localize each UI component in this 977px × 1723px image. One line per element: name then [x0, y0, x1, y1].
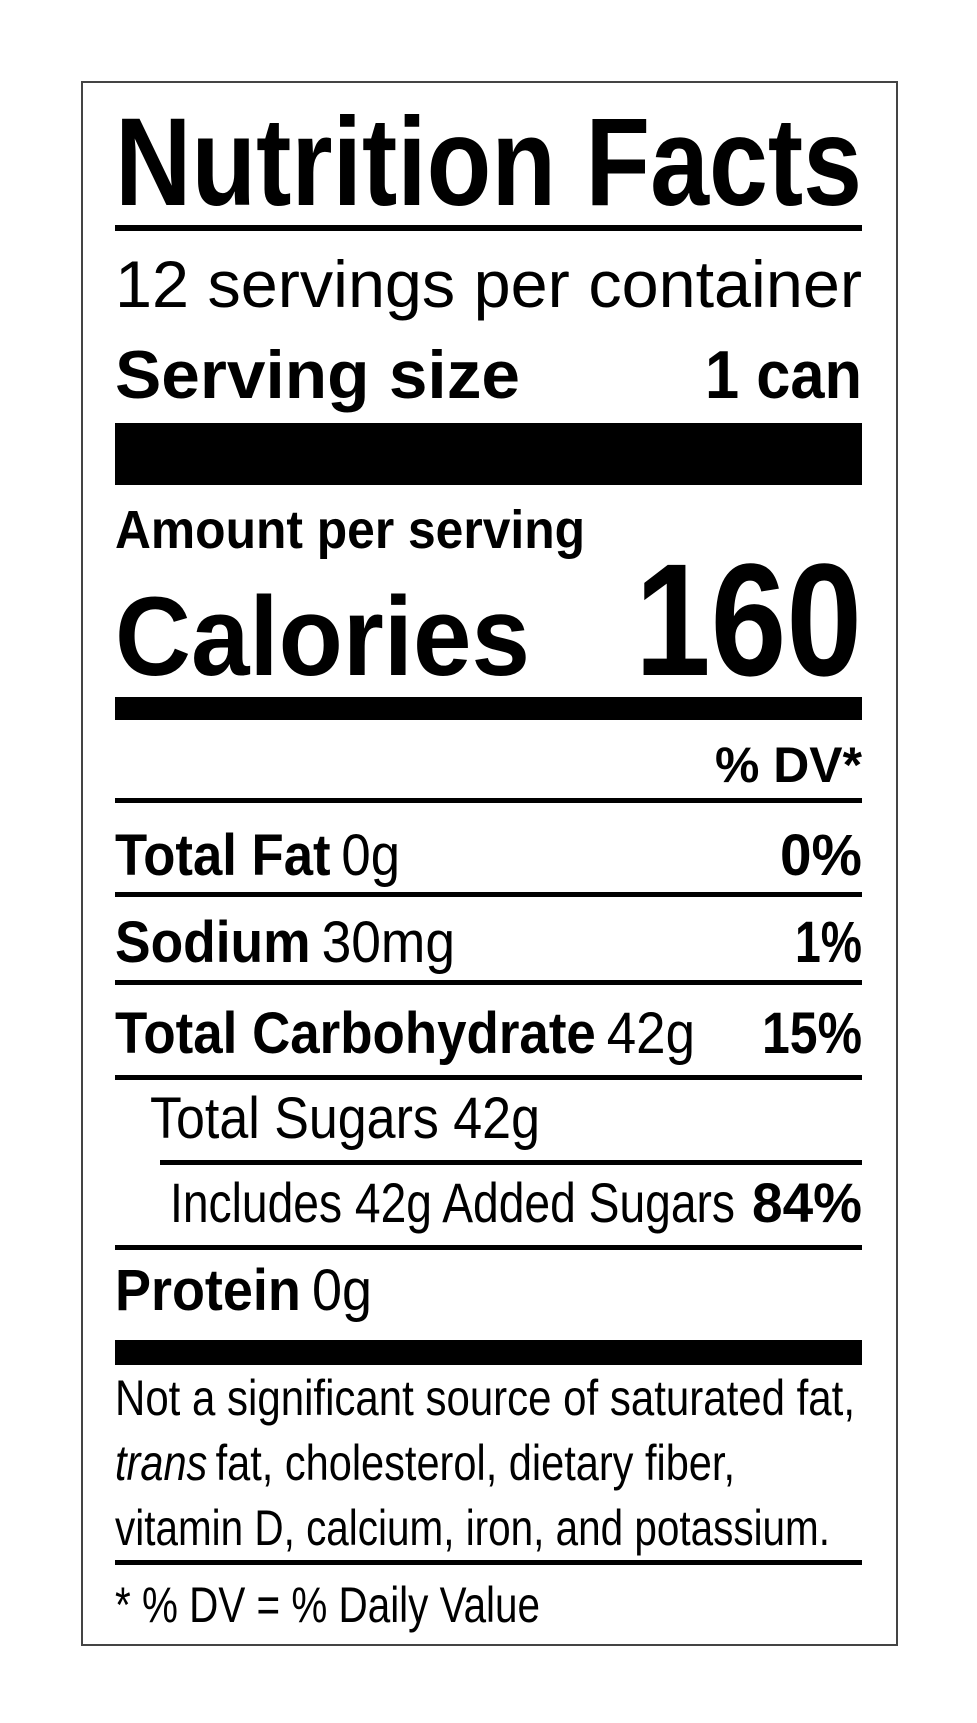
rule: [115, 892, 862, 897]
footnote-italic: trans: [115, 1435, 207, 1491]
nutrient-amount: 30mg: [322, 910, 455, 975]
footnote-line: vitamin D, calcium, iron, and potassium.: [115, 1500, 830, 1556]
thick-rule: [115, 697, 862, 720]
nutrient-dv: 1%: [795, 910, 862, 975]
footnote-line: Not a significant source of saturated fa…: [115, 1370, 855, 1426]
footnote-text: fat, cholesterol, dietary fiber,: [216, 1435, 735, 1491]
rule: [115, 980, 862, 985]
servings: 12 servings per container: [115, 247, 862, 321]
nutrient-name: Sodium: [115, 910, 311, 975]
thick-rule: [115, 1340, 862, 1365]
nutrient-row: Sodium30mg: [115, 910, 455, 975]
sub-nutrient: Includes 42g Added Sugars: [170, 1171, 735, 1234]
sub-nutrient: Total Sugars 42g: [150, 1086, 540, 1151]
nutrient-amount: 42g: [607, 1001, 695, 1066]
nutrient-dv: 15%: [762, 1001, 862, 1066]
calories-value: 160: [635, 530, 862, 709]
nutrient-amount: 0g: [312, 1258, 372, 1323]
nutrient-dv: 84%: [752, 1171, 862, 1234]
dv-header: % DV*: [715, 737, 863, 793]
rule: [115, 798, 862, 803]
footnote-line: transfat, cholesterol, dietary fiber,: [115, 1435, 735, 1491]
nutrient-row: Total Fat0g: [115, 823, 400, 888]
rule: [160, 1160, 862, 1165]
rule: [115, 225, 862, 231]
rule: [115, 1560, 862, 1565]
thick-rule: [115, 423, 862, 485]
nutrient-name: Protein: [115, 1258, 301, 1323]
nutrient-name: Total Fat: [115, 823, 331, 888]
serving-size-label: Serving size: [115, 337, 520, 413]
rule: [115, 1075, 862, 1080]
title: Nutrition Facts: [115, 93, 862, 232]
amount-per-serving: Amount per serving: [115, 500, 585, 560]
nutrient-dv: 0%: [780, 823, 862, 888]
nutrient-name: Total Carbohydrate: [115, 1001, 596, 1066]
calories-label: Calories: [115, 574, 530, 699]
dv-note: * % DV = % Daily Value: [115, 1577, 540, 1633]
nutrient-amount: 0g: [341, 823, 400, 888]
serving-size-value: 1 can: [705, 337, 862, 413]
label-border: [81, 81, 898, 1646]
nutrient-row: Protein0g: [115, 1258, 372, 1323]
rule: [115, 1245, 862, 1250]
nutrient-row: Total Carbohydrate42g: [115, 1001, 695, 1066]
